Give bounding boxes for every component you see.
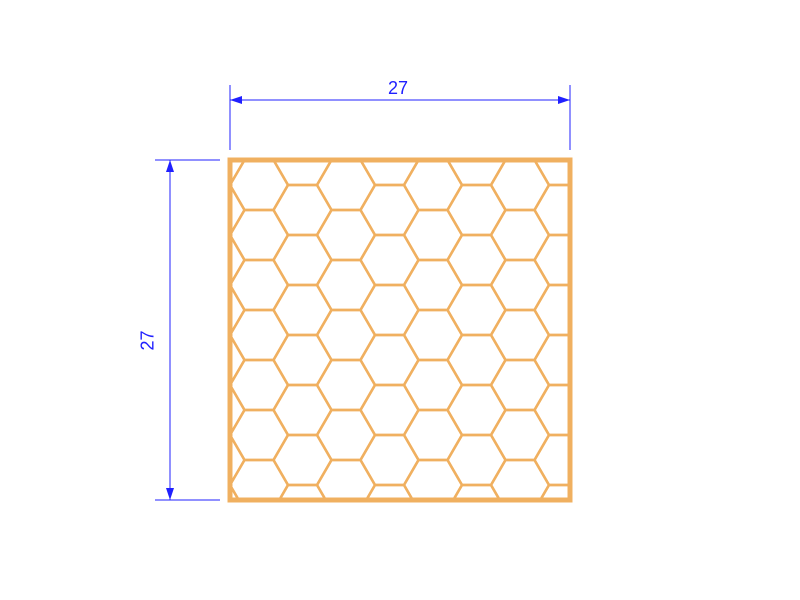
left-dimension-label: 27 [138,330,159,350]
top-dimension-label: 27 [388,78,408,99]
diagram-container: 27 27 [0,0,800,600]
